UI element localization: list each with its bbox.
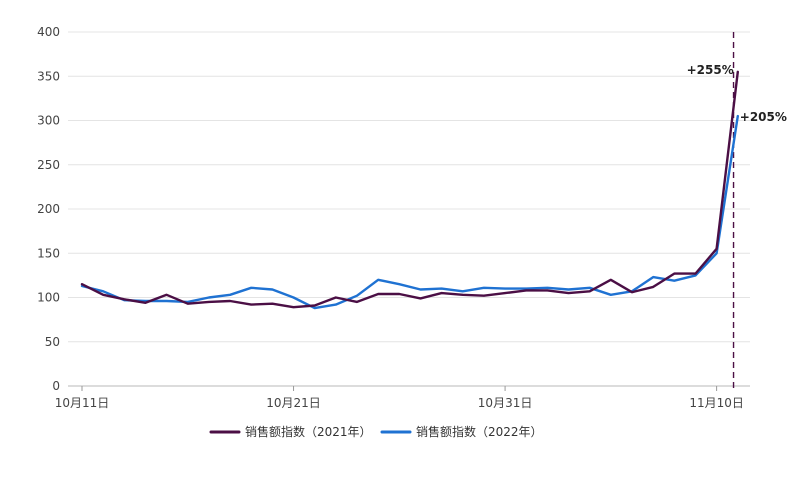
line-chart: 0 50 100 150 200 250 300 350 400 10月11日 10月21日 10月3… [37,25,787,439]
x-tick-label: 10月21日 [266,396,321,410]
data-point [567,288,570,291]
series-line-0 [80,70,739,309]
data-point [504,287,506,290]
data-point [588,290,591,293]
data-point [546,289,549,292]
legend-label-0: 销售额指数（2021年） [245,424,372,439]
data-point [165,300,168,302]
data-point [461,294,464,296]
data-point [673,272,676,275]
legend: 销售额指数（2021年） 销售额指数（2022年） [209,424,543,439]
data-point [292,296,295,299]
data-point [208,301,210,303]
data-point [81,283,83,286]
data-point [377,279,379,281]
data-point [525,287,528,290]
y-tick-label: 350 [37,69,60,83]
grid-layer [68,31,750,387]
chart-panel: 0 50 100 150 200 250 300 350 400 10月11日 10月21日 10月3… [6,16,792,458]
data-point [250,303,253,306]
data-point [440,292,443,294]
data-point [335,296,337,299]
x-tick-label: 10月31日 [478,396,533,410]
data-point [652,276,654,278]
data-point [525,289,528,292]
y-tick-label: 0 [52,379,60,393]
y-tick-label: 250 [37,158,60,172]
y-tick-label: 300 [37,114,60,128]
data-point [483,294,485,297]
annotation-label: +255% [687,63,734,77]
data-point [483,286,485,289]
data-point [356,294,358,297]
data-point [186,302,189,305]
data-point [419,288,422,291]
data-point [313,307,316,309]
data-point [694,274,697,277]
y-tick-label: 50 [45,335,60,349]
x-tick-label: 11月10日 [689,396,744,410]
data-point [335,303,337,306]
data-point [610,294,612,296]
y-tick-label: 100 [37,291,60,305]
x-tick-label: 10月11日 [55,396,110,410]
data-point [567,292,570,294]
data-point [356,301,358,303]
data-point [715,248,718,250]
data-point [229,300,231,302]
data-point [736,71,739,73]
data-point [165,294,168,296]
data-point [144,302,147,304]
data-point [715,252,718,255]
series-line-1 [80,114,739,310]
data-point [208,296,210,299]
y-tick-label: 200 [37,202,60,216]
data-point [271,302,274,305]
data-point [398,283,401,286]
data-point [736,115,739,117]
data-point [313,304,316,307]
data-point [292,306,295,309]
axis-layer: 0 50 100 150 200 250 300 350 400 10月11日 10月21日 10月3… [37,25,744,410]
data-point [419,297,422,300]
data-point [250,286,253,289]
annotation-layer: +255% +205% [687,63,787,124]
legend-label-1: 销售额指数（2022年） [416,424,543,439]
data-point [461,290,464,293]
y-tick-label: 150 [37,246,60,260]
data-point [229,294,231,296]
data-point [652,286,654,288]
data-point [398,293,401,295]
data-point [546,286,549,289]
data-point [504,292,506,294]
data-point [588,286,591,289]
data-point [123,298,126,301]
annotation-label: +205% [740,110,787,124]
data-point [694,272,697,275]
data-point [673,279,676,282]
data-point [377,293,379,295]
data-point [610,279,612,281]
data-point [440,287,443,290]
data-point [631,291,633,293]
data-point [102,290,104,293]
data-point [102,294,104,296]
data-point [271,288,274,291]
series-layer [80,70,739,310]
y-tick-label: 400 [37,25,60,39]
